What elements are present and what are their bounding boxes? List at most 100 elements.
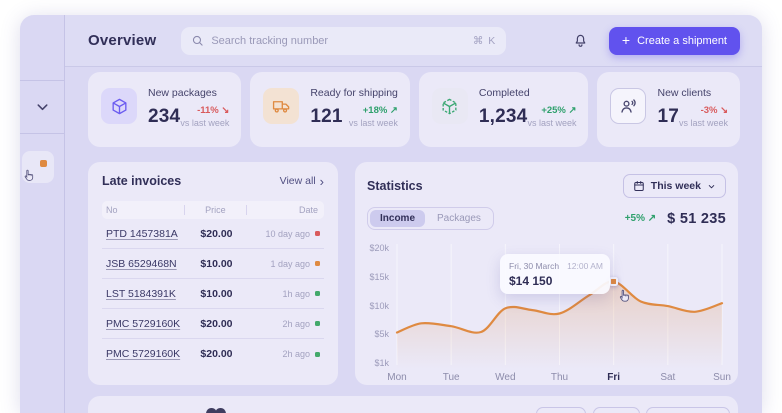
user-voice-icon [610,88,647,124]
tooltip-value: $14 150 [509,274,553,288]
partial-button[interactable] [593,407,640,413]
x-tick-label: Sun [713,372,731,383]
invoice-number-link[interactable]: PTD 1457381A [106,227,178,240]
late-invoices-title: Late invoices [102,174,182,188]
stat-cards-row: New packages 234 -11% ↘ vs last week Rea… [88,72,741,147]
table-row[interactable]: PMC 5729160K $20.00 2h ago [102,309,324,339]
tooltip-date: Fri, 30 March [509,261,560,271]
stat-card-new-clients: New clients 17 -3% ↘ vs last week [597,72,741,147]
status-dot [315,291,320,296]
status-dot [315,231,320,236]
invoice-price: $20.00 [200,317,233,330]
chart-data-point-marker[interactable] [609,277,619,287]
status-dot [315,261,320,266]
tooltip-time: 12:00 AM [567,261,603,271]
period-dropdown[interactable]: This week [622,174,726,198]
search-input[interactable] [211,34,466,47]
chart-plot [395,244,724,369]
x-tick-label: Tue [442,372,460,383]
search-bar[interactable]: ⌘ K [181,26,507,55]
stat-card-ready-for-shipping: Ready for shipping 121 +18% ↗ vs last we… [250,72,410,147]
page-title: Overview [88,32,157,49]
period-label: This week [650,180,701,192]
top-bar: Overview ⌘ K + Create a shipment [65,15,762,67]
table-row[interactable]: PMC 5729160K $20.00 2h ago [102,339,324,369]
invoice-date: 1 day ago [248,259,324,269]
invoice-price: $10.00 [200,287,233,300]
table-row[interactable]: LST 5184391K $10.00 1h ago [102,279,324,309]
partial-button[interactable] [536,407,586,413]
sidebar-orange-dot [40,160,47,167]
stat-caption: vs last week [527,118,577,128]
status-dot [315,321,320,326]
search-icon [193,35,203,46]
stat-caption: vs last week [180,118,230,128]
y-tick-label: $10k [369,300,389,311]
stat-value: 17 [657,106,680,127]
invoice-number-link[interactable]: PMC 5729160K [106,317,181,330]
chevron-down-icon [708,184,715,188]
invoice-price: $10.00 [200,257,233,270]
y-tick-label: $1k [374,358,389,368]
table-row[interactable]: PTD 1457381A $20.00 10 day ago [102,219,324,249]
x-tick-label: Fri [607,372,621,383]
chart-tabs: Income Packages [367,207,494,230]
stat-trend: +18% ↗ [362,105,398,116]
y-tick-label: $15k [369,271,389,282]
avatar [215,408,226,413]
stat-title: New packages [148,87,217,99]
late-invoices-panel: Late invoices View all › No Price Date P… [88,162,338,385]
view-all-link[interactable]: View all › [279,173,324,189]
stat-card-completed: Completed 1,234 +25% ↗ vs last week [418,72,589,147]
y-tick-label: $20k [369,243,389,253]
x-tick-label: Sat [660,372,676,383]
tab-income[interactable]: Income [370,210,426,227]
tab-packages[interactable]: Packages [437,213,481,224]
invoice-number-link[interactable]: JSB 6529468N [106,257,177,270]
partial-button[interactable] [646,407,730,413]
statistics-trend: +5% ↗ [624,213,657,224]
stat-value: 234 [148,106,181,127]
invoice-date: 2h ago [248,319,324,329]
create-shipment-label: Create a shipment [637,34,727,47]
statistics-total: $ 51 235 [667,210,726,227]
statistics-title: Statistics [367,179,423,193]
column-header-price: Price [183,205,247,215]
avatar [206,408,217,413]
plus-icon: + [621,32,631,48]
stat-trend: +25% ↗ [541,105,577,116]
truck-icon [263,88,300,124]
package-cube-icon [101,88,137,124]
chevron-down-icon[interactable] [34,98,51,115]
stat-title: New clients [657,87,712,99]
create-shipment-button[interactable]: + Create a shipment [608,26,740,55]
stat-value: 1,234 [478,106,528,127]
income-line-chart: $20k $15k $10k $5k $1k Mon Tue Wed Thu Fri Sat Sun… [367,239,730,389]
hand-cursor-icon [22,168,37,183]
partial-bottom-card [88,396,738,413]
invoice-number-link[interactable]: LST 5184391K [106,287,176,300]
invoice-date: 1h ago [248,289,324,299]
chevron-right-icon: › [319,173,324,189]
table-row[interactable]: JSB 6529468N $10.00 1 day ago [102,249,324,279]
stat-trend: -11% ↘ [197,105,230,116]
hand-cursor-icon [617,288,633,304]
y-tick-label: $5k [374,329,389,340]
bell-icon[interactable] [572,32,589,50]
chart-tooltip: Fri, 30 March 12:00 AM $14 150 [500,254,610,294]
stat-trend: -3% ↘ [700,105,729,116]
invoice-price: $20.00 [200,348,233,360]
x-tick-label: Wed [495,372,516,383]
invoice-date: 2h ago [248,349,324,359]
invoice-price: $20.00 [200,227,233,240]
stat-card-new-packages: New packages 234 -11% ↘ vs last week [88,72,242,147]
keyboard-shortcut: ⌘ K [472,34,497,47]
column-header-no: No [106,205,118,215]
sidebar-divider [20,80,64,81]
status-dot [315,351,320,357]
sidebar-divider [20,133,64,134]
x-tick-label: Thu [550,372,569,383]
invoice-number-link[interactable]: PMC 5729160K [106,348,181,360]
invoice-date: 10 day ago [248,229,324,239]
calendar-icon [634,181,644,191]
